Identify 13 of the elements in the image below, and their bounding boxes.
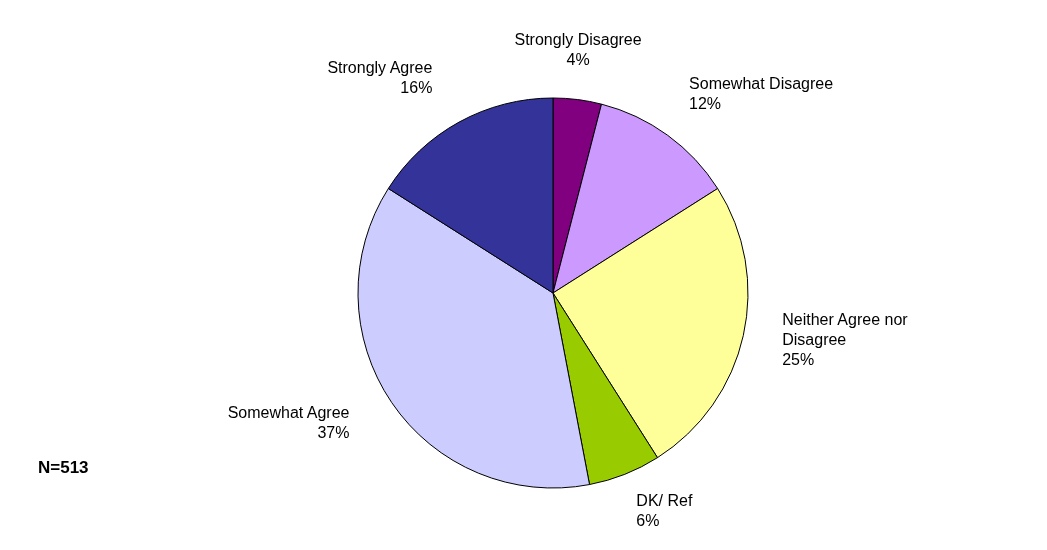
- data-label: 6%: [636, 512, 660, 530]
- data-label: 12%: [689, 94, 722, 112]
- slice-label: Strongly Disagree: [514, 30, 642, 48]
- slice-label: Somewhat Agree: [227, 403, 350, 421]
- text: N=513: [38, 458, 89, 478]
- data-label: 4%: [566, 50, 590, 68]
- data-label: 25%: [782, 351, 815, 369]
- slice-label: Somewhat Disagree: [689, 74, 834, 92]
- slice-label: DK/ Ref: [636, 492, 693, 510]
- slice-label: Neither Agree nor Disagree: [782, 311, 909, 349]
- data-label: 16%: [400, 78, 433, 96]
- data-label: 37%: [317, 423, 350, 441]
- slice-label: Strongly Agree: [327, 58, 433, 76]
